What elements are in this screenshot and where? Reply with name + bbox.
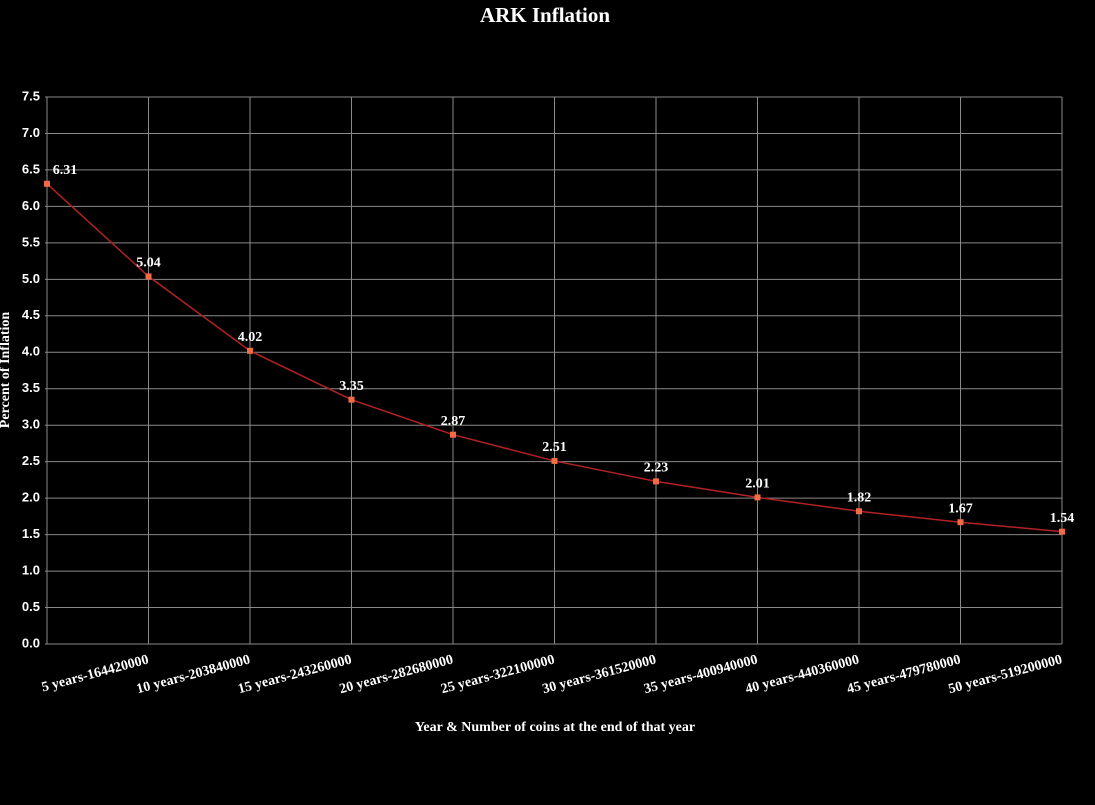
marker xyxy=(247,347,253,354)
y-tick-label: 5.0 xyxy=(22,271,40,286)
marker xyxy=(754,494,761,501)
y-tick-label: 6.0 xyxy=(22,198,40,213)
x-tick-label: 15 years-243260000 xyxy=(236,652,353,697)
marker xyxy=(551,457,558,464)
marker xyxy=(44,180,50,187)
marker xyxy=(450,431,456,438)
data-label: 4.02 xyxy=(238,330,263,345)
marker xyxy=(1059,528,1065,535)
data-label: 3.35 xyxy=(339,379,364,394)
x-tick-label: 45 years-479780000 xyxy=(845,652,962,697)
y-tick-label: 1.0 xyxy=(22,563,40,578)
marker xyxy=(856,508,862,515)
data-label: 6.31 xyxy=(53,163,78,178)
x-tick-label: 50 years-519200000 xyxy=(947,652,1064,697)
marker xyxy=(145,273,152,280)
data-label: 2.87 xyxy=(441,414,466,429)
y-tick-label: 3.0 xyxy=(22,417,40,432)
y-tick-label: 7.5 xyxy=(22,88,40,103)
x-tick-label: 5 years-164420000 xyxy=(40,652,150,695)
y-tick-label: 4.5 xyxy=(22,307,40,322)
y-tick-label: 3.5 xyxy=(22,380,40,395)
marker xyxy=(348,396,355,403)
y-axis-label: Percent of Inflation xyxy=(0,312,13,429)
x-axis-label: Year & Number of coins at the end of tha… xyxy=(415,720,695,735)
marker xyxy=(957,519,964,526)
data-label: 1.67 xyxy=(948,501,973,516)
x-tick-label: 20 years-282680000 xyxy=(338,652,455,697)
x-tick-label: 35 years-400940000 xyxy=(642,652,759,697)
y-tick-label: 0.0 xyxy=(22,635,40,650)
data-label: 1.82 xyxy=(847,490,872,505)
y-tick-label: 7.0 xyxy=(22,125,40,140)
y-tick-label: 0.5 xyxy=(22,599,40,614)
x-tick-label: 10 years-203840000 xyxy=(135,652,252,697)
data-label: 2.51 xyxy=(542,440,567,455)
data-label: 5.04 xyxy=(136,256,161,271)
x-tick-label: 30 years-361520000 xyxy=(541,652,658,697)
y-tick-label: 5.5 xyxy=(22,234,40,249)
y-tick-label: 4.0 xyxy=(22,344,40,359)
marker xyxy=(653,478,659,485)
data-label: 2.23 xyxy=(644,461,669,476)
y-tick-label: 2.0 xyxy=(22,490,40,505)
y-tick-label: 2.5 xyxy=(22,453,40,468)
y-tick-label: 1.5 xyxy=(22,526,40,541)
x-tick-label: 40 years-440360000 xyxy=(744,652,861,697)
data-label: 1.54 xyxy=(1050,511,1075,526)
chart-title: ARK Inflation xyxy=(480,3,610,27)
y-tick-label: 6.5 xyxy=(22,161,40,176)
data-label: 2.01 xyxy=(745,477,770,492)
x-tick-label: 25 years-322100000 xyxy=(439,652,556,697)
